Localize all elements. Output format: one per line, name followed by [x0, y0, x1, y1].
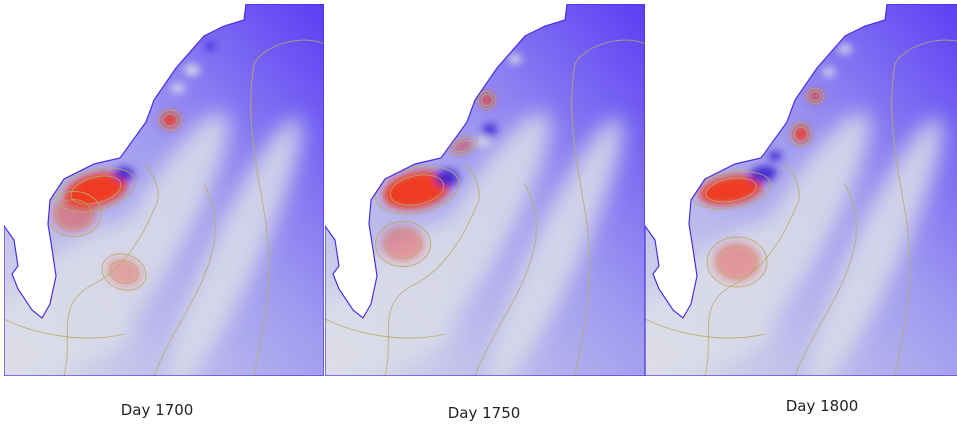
warm-anomaly: [713, 242, 761, 282]
warm-anomaly: [451, 139, 475, 153]
map-field-svg: [325, 4, 645, 376]
map-domain: [325, 4, 645, 376]
cold-anomaly: [749, 165, 777, 183]
warm-anomaly: [381, 226, 425, 262]
map-field-svg: [4, 4, 324, 376]
contour-lines: [645, 39, 957, 376]
cold-anomaly: [205, 42, 215, 50]
contour-lines: [4, 39, 324, 376]
warm-anomaly: [383, 171, 451, 209]
panel-caption-day-1750: Day 1750: [447, 404, 521, 422]
map-field-svg: [645, 4, 957, 376]
map-panel-day-1700: [4, 4, 324, 376]
contour-lines: [325, 39, 645, 376]
map-domain: [645, 4, 957, 376]
cold-anomaly: [435, 169, 459, 187]
map-domain: [4, 4, 324, 376]
panel-caption-day-1700: Day 1700: [120, 401, 194, 419]
map-panel-day-1750: [325, 4, 645, 376]
panel-caption-day-1800: Day 1800: [785, 397, 859, 415]
cold-anomaly: [768, 151, 782, 161]
warm-anomaly: [793, 125, 809, 143]
warm-anomaly: [699, 175, 763, 205]
cold-anomaly: [114, 167, 134, 181]
cold-anomaly: [483, 124, 497, 136]
warm-anomaly: [808, 90, 822, 102]
warm-anomaly: [480, 93, 494, 107]
map-panel-day-1800: [645, 4, 957, 376]
warm-anomaly: [52, 196, 96, 232]
warm-anomaly: [161, 112, 179, 128]
